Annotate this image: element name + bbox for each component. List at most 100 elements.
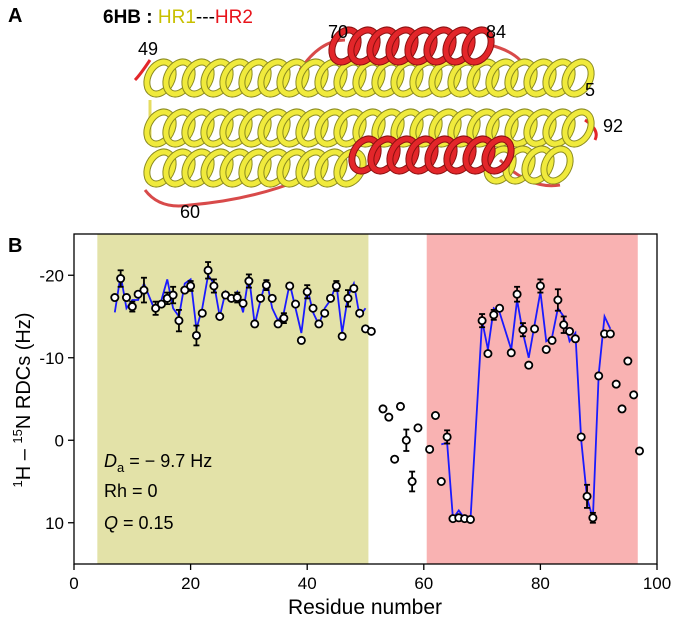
- y-axis-label: 1H – 15N RDCs (Hz): [10, 312, 35, 487]
- helix-turn: [405, 27, 437, 65]
- data-point: [110, 293, 120, 303]
- x-tick-label: 80: [531, 574, 550, 593]
- data-point: [180, 285, 190, 295]
- helix-turn: [258, 149, 290, 187]
- helix-turn: [296, 59, 328, 97]
- data-point: [133, 289, 143, 299]
- hr2-label: HR2: [215, 7, 253, 28]
- data-point: [197, 308, 207, 318]
- data-point: [139, 285, 149, 295]
- helix-turn: [386, 27, 418, 65]
- data-point: [535, 281, 545, 291]
- data-point: [401, 435, 411, 445]
- helix-turn: [144, 109, 176, 147]
- data-point: [121, 293, 131, 303]
- data-point: [232, 293, 242, 303]
- helix-turn: [315, 149, 347, 187]
- x-tick-label: 20: [181, 574, 200, 593]
- data-point: [285, 281, 295, 291]
- data-point: [390, 454, 400, 464]
- data-point: [174, 316, 184, 326]
- data-point: [465, 514, 475, 524]
- residue-label: 70: [328, 22, 348, 42]
- helix-turn: [368, 136, 400, 174]
- region: [426, 234, 638, 564]
- data-point: [442, 432, 452, 442]
- data-point: [349, 283, 359, 293]
- data-point: [215, 311, 225, 321]
- helix-turn: [182, 59, 214, 97]
- data-point: [524, 360, 534, 370]
- data-point: [273, 319, 283, 329]
- data-point: [384, 412, 394, 422]
- annotation-part: = − 9.7 Hz: [124, 451, 212, 471]
- helix-turn: [334, 109, 366, 147]
- helix-turn: [277, 149, 309, 187]
- helix-turn: [144, 149, 176, 187]
- superscript: 15: [10, 429, 25, 443]
- helix-turn: [562, 109, 594, 147]
- helix-turn: [239, 149, 271, 187]
- annotation-part: D: [104, 451, 117, 471]
- helix-turn: [220, 109, 252, 147]
- data-point: [127, 302, 137, 312]
- data-point: [395, 401, 405, 411]
- annotation-part: = 0.15: [118, 513, 174, 533]
- x-tick-label: 60: [414, 574, 433, 593]
- panel-label: A: [8, 5, 22, 27]
- data-point: [337, 331, 347, 341]
- helix-turn: [163, 149, 195, 187]
- helix-turn: [406, 136, 438, 174]
- data-point: [541, 344, 551, 354]
- helix-turn: [524, 109, 556, 147]
- data-point: [559, 320, 569, 330]
- y-tick-label: -10: [39, 349, 64, 368]
- data-point: [629, 390, 639, 400]
- data-point: [203, 265, 213, 275]
- helix-turn: [348, 27, 380, 65]
- y-tick-label: 0: [55, 431, 64, 450]
- annotation: Rh = 0: [104, 481, 158, 501]
- data-point: [477, 316, 487, 326]
- helix-turn: [258, 59, 290, 97]
- helix-turn: [482, 136, 514, 174]
- helix-turn: [425, 136, 457, 174]
- title: 6HB :: [103, 7, 153, 28]
- helix-turn: [239, 59, 271, 97]
- helix-turn: [367, 27, 399, 65]
- data-point: [250, 319, 260, 329]
- helix-turn: [201, 109, 233, 147]
- data-point: [378, 404, 388, 414]
- data-point: [553, 295, 563, 305]
- helix-turn: [562, 59, 594, 97]
- data-point: [611, 379, 621, 389]
- y-tick-label: 10: [45, 514, 64, 533]
- data-point: [436, 476, 446, 486]
- plot-frame: [73, 233, 658, 565]
- data-point: [296, 335, 306, 345]
- data-point: [506, 348, 516, 358]
- data-point: [489, 310, 499, 320]
- protein-structure: [133, 26, 598, 208]
- helix-turn: [467, 59, 499, 97]
- data-point: [617, 404, 627, 414]
- residue-label: 92: [603, 116, 623, 136]
- data-point: [320, 308, 330, 318]
- data-point: [261, 280, 271, 290]
- separator: ---: [196, 7, 215, 28]
- data-point: [186, 281, 196, 291]
- helix-turn: [144, 59, 176, 97]
- helix-turn: [522, 146, 554, 184]
- data-point: [594, 371, 604, 381]
- data-point: [518, 325, 528, 335]
- helix-turn: [462, 27, 494, 65]
- helix-turn: [296, 109, 328, 147]
- loop: [489, 43, 522, 62]
- helix-turn: [296, 149, 328, 187]
- helix-turn: [239, 109, 271, 147]
- panel-a-title: 6HB : HR1---HR2: [103, 7, 253, 28]
- data-point: [413, 423, 423, 433]
- helix-turn: [315, 109, 347, 147]
- y-label-part: N RDCs (Hz): [13, 312, 35, 429]
